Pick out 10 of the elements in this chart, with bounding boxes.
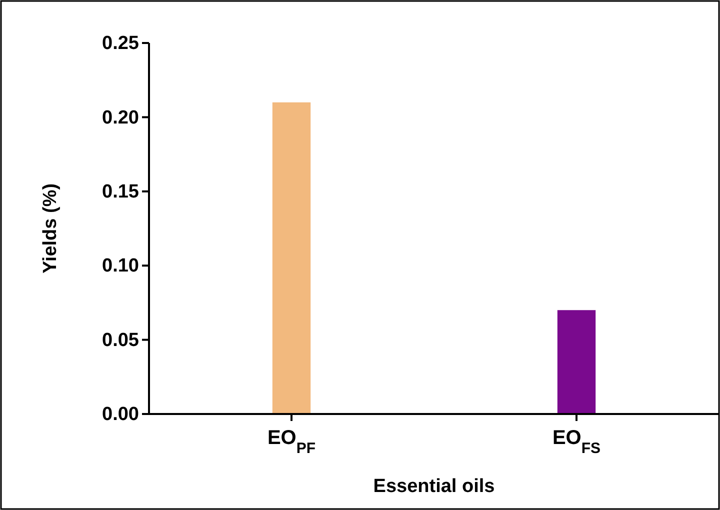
y-tick-label: 0.10 (102, 256, 139, 277)
x-tick-label: EO$_{PF}$ (267, 427, 316, 456)
y-tick-label: 0.20 (102, 107, 139, 128)
y-axis-title: Yields (%) (40, 183, 61, 274)
x-tick-label: EO$_{FS}$ (552, 427, 601, 456)
x-axis-title: Essential oils (373, 476, 495, 497)
y-tick-label: 0.00 (102, 404, 139, 426)
y-tick-label: 0.05 (102, 330, 140, 351)
y-tick-label: 0.15 (102, 181, 140, 202)
y-tick-label: 0.25 (102, 33, 140, 54)
